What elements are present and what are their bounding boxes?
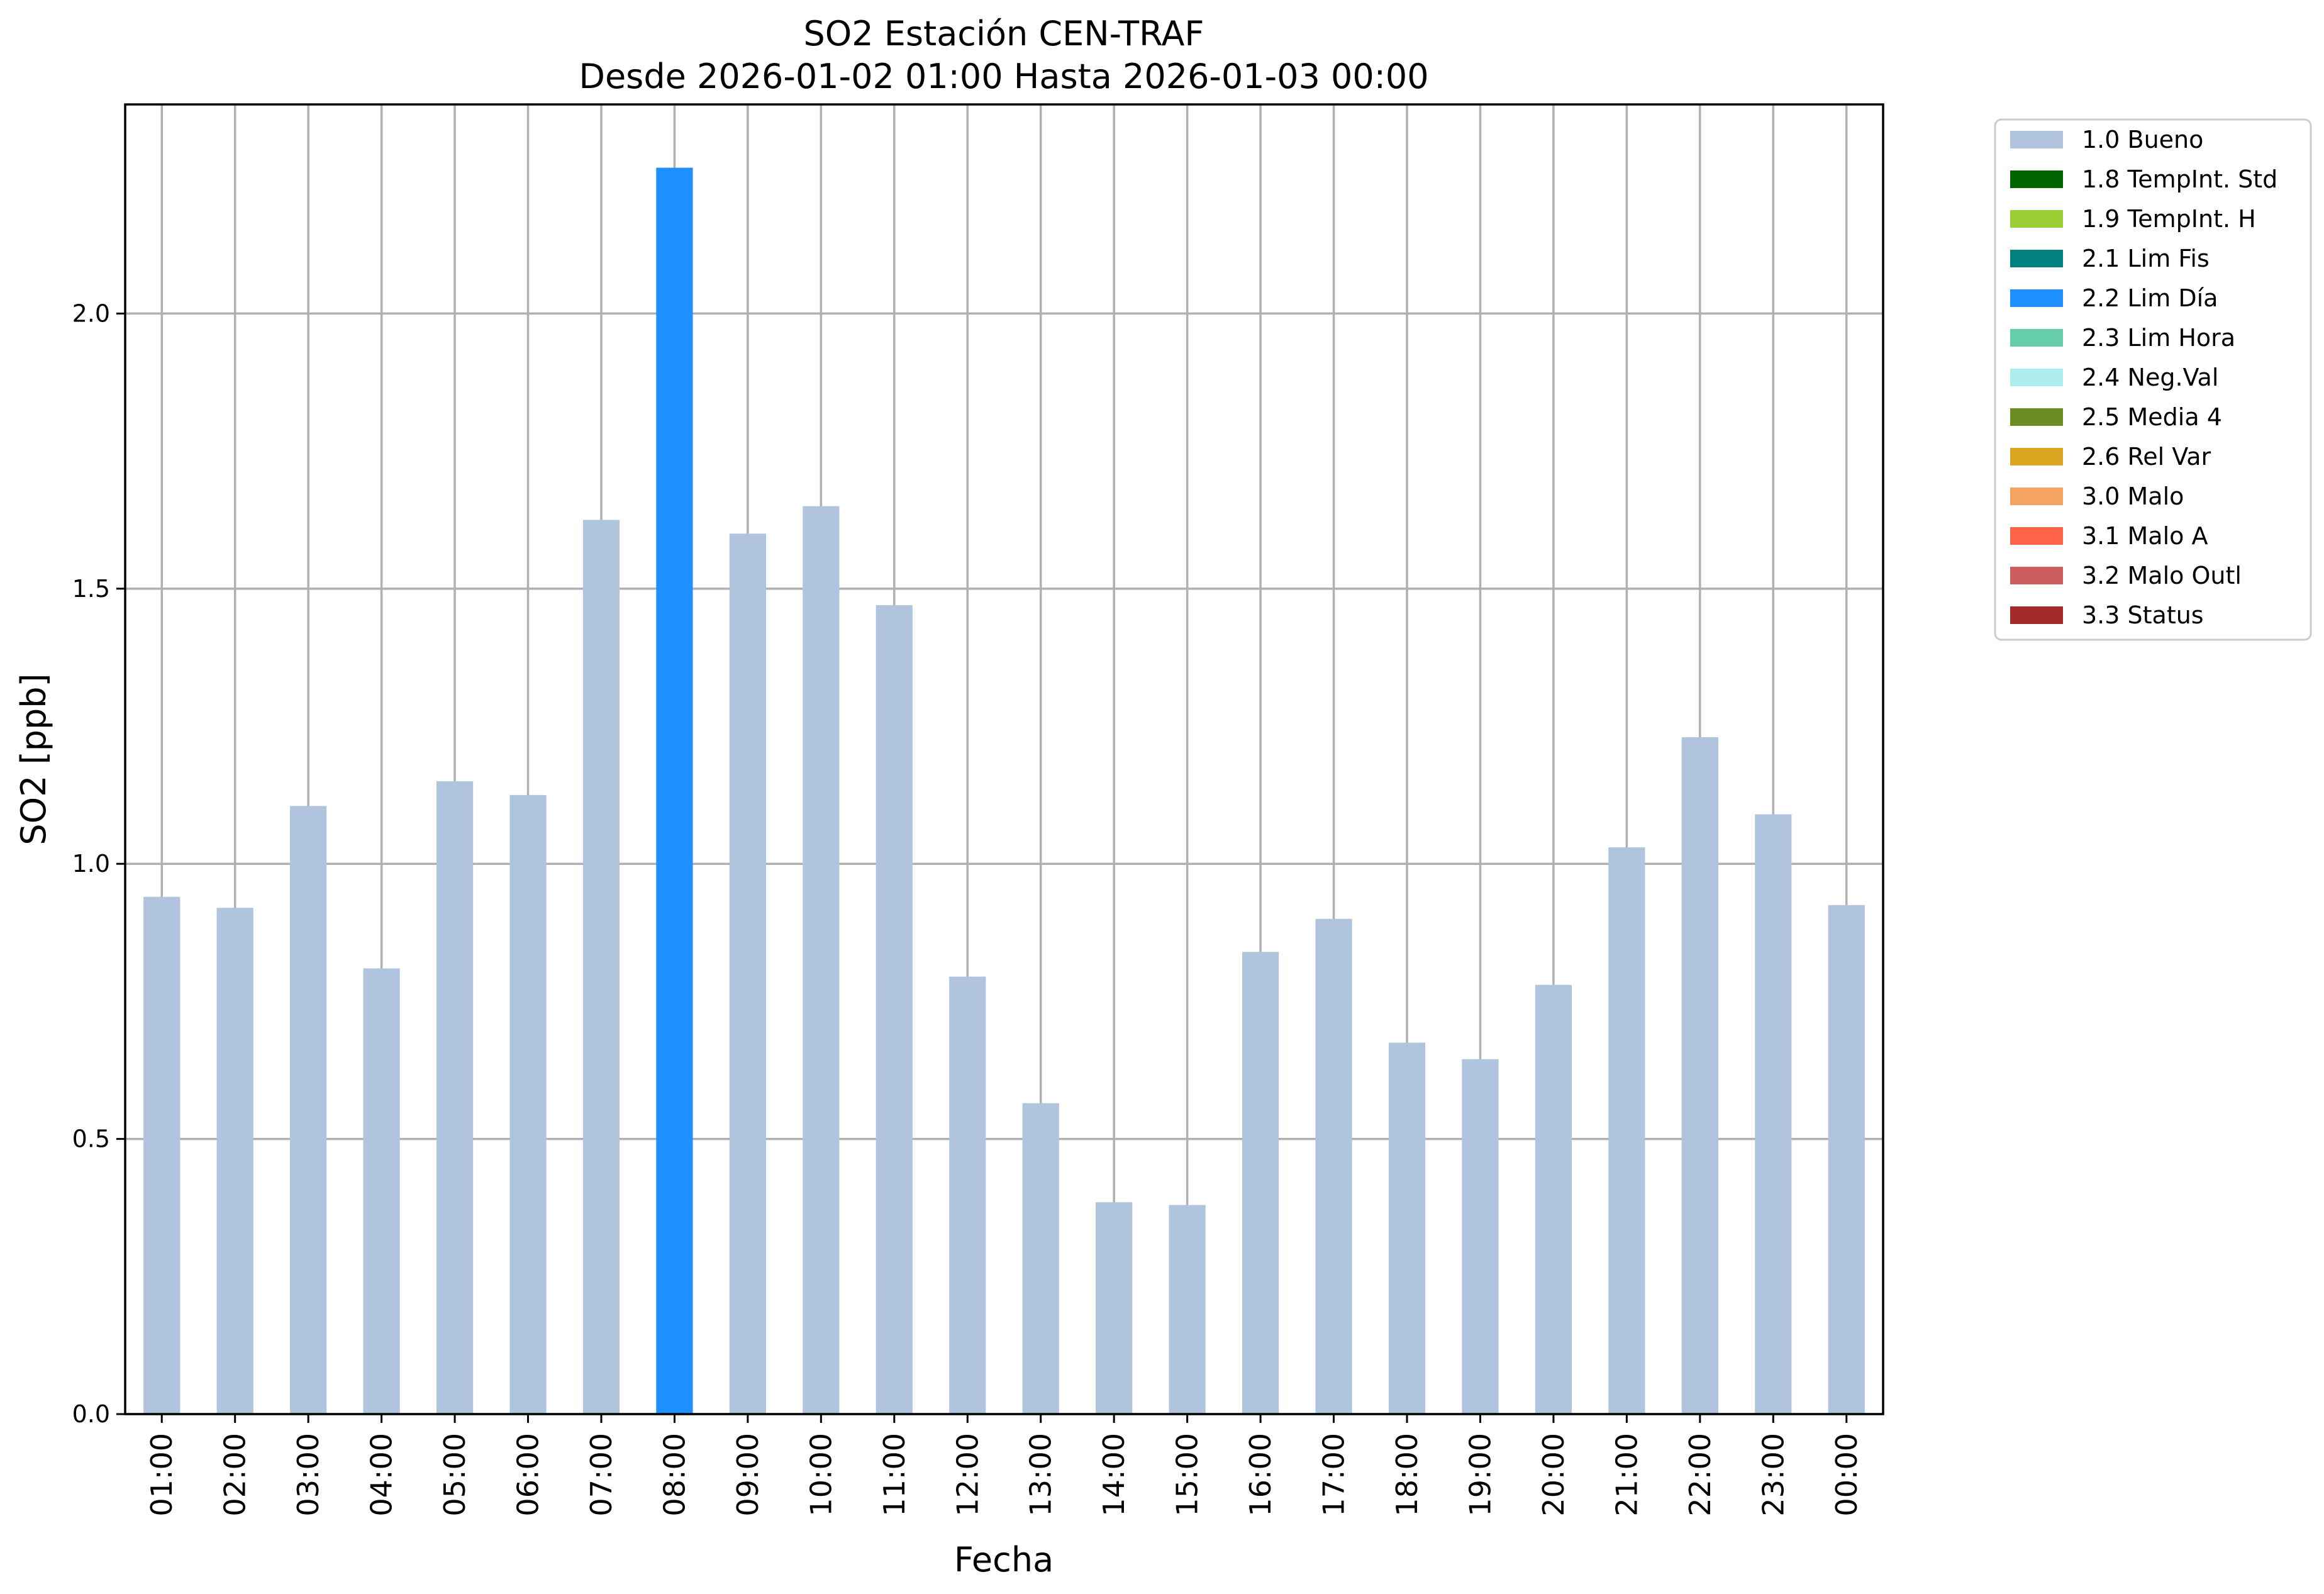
bar xyxy=(1242,952,1279,1414)
x-tick-label: 09:00 xyxy=(731,1433,765,1517)
bar xyxy=(729,533,767,1414)
legend-label: 2.2 Lim Día xyxy=(2082,284,2218,312)
y-axis: 0.0 0.5 1.0 1.5 2.0 xyxy=(72,299,125,1428)
bar xyxy=(1535,984,1572,1414)
bar xyxy=(1681,737,1718,1414)
bar xyxy=(949,976,986,1414)
bar xyxy=(290,806,327,1414)
legend-swatch xyxy=(2010,250,2063,267)
bar xyxy=(1755,814,1792,1414)
legend-label: 2.4 Neg.Val xyxy=(2082,364,2218,391)
legend-label: 2.1 Lim Fis xyxy=(2082,245,2210,272)
legend-label: 1.9 TempInt. H xyxy=(2082,205,2256,233)
legend-swatch xyxy=(2010,170,2063,188)
legend-frame xyxy=(1994,118,2312,641)
x-tick-label: 13:00 xyxy=(1024,1433,1058,1517)
plot-frame xyxy=(124,103,1884,1415)
bar xyxy=(803,506,840,1414)
y-tick-label: 0.5 xyxy=(72,1125,110,1153)
legend-swatch xyxy=(2010,488,2063,505)
x-tick-label: 01:00 xyxy=(145,1433,179,1517)
legend-label: 1.8 TempInt. Std xyxy=(2082,165,2277,193)
x-tick-label: 02:00 xyxy=(218,1433,252,1517)
legend: 1.0 Bueno 1.8 TempInt. Std 1.9 TempInt. H 2… xyxy=(1994,118,2312,641)
legend-label: 3.2 Malo Outl xyxy=(2082,562,2242,589)
x-axis: 01:00 02:00 03:00 04:00 05:00 06:00 07:00 08:00… xyxy=(145,1414,1864,1517)
legend-label: 2.5 Media 4 xyxy=(2082,403,2222,431)
bar xyxy=(876,605,913,1414)
legend-swatch xyxy=(2010,131,2063,148)
bar xyxy=(1462,1059,1499,1414)
legend-swatch xyxy=(2010,408,2063,426)
legend-label: 1.0 Bueno xyxy=(2082,126,2203,153)
bar xyxy=(1828,905,1865,1414)
legend-swatch xyxy=(2010,567,2063,584)
legend-swatch xyxy=(2010,448,2063,465)
legend-swatch xyxy=(2010,527,2063,545)
bar xyxy=(216,908,253,1414)
legend-label: 2.3 Lim Hora xyxy=(2082,324,2235,352)
bar xyxy=(656,167,693,1414)
x-tick-label: 15:00 xyxy=(1170,1433,1204,1517)
x-tick-label: 00:00 xyxy=(1830,1433,1864,1517)
y-tick-label: 2.0 xyxy=(72,299,110,327)
legend-swatch xyxy=(2010,210,2063,228)
bar xyxy=(363,968,400,1414)
x-tick-label: 19:00 xyxy=(1463,1433,1497,1517)
chart-title: SO2 Estación CEN-TRAF xyxy=(803,14,1204,53)
legend-label: 3.1 Malo A xyxy=(2082,522,2208,550)
bar xyxy=(1096,1202,1133,1414)
x-tick-label: 17:00 xyxy=(1317,1433,1351,1517)
chart-subtitle: Desde 2026-01-02 01:00 Hasta 2026-01-03 … xyxy=(579,57,1428,96)
bar xyxy=(1315,918,1352,1414)
bar xyxy=(509,794,547,1414)
bar xyxy=(143,896,181,1414)
legend-swatch xyxy=(2010,289,2063,307)
x-tick-label: 04:00 xyxy=(365,1433,399,1517)
x-tick-label: 21:00 xyxy=(1610,1433,1643,1517)
x-tick-label: 05:00 xyxy=(438,1433,472,1517)
legend-swatch xyxy=(2010,606,2063,624)
x-tick-label: 08:00 xyxy=(657,1433,691,1517)
y-axis-label: SO2 [ppb] xyxy=(14,673,53,845)
x-tick-label: 10:00 xyxy=(804,1433,838,1517)
y-tick-label: 1.5 xyxy=(72,575,110,603)
legend-label: 3.3 Status xyxy=(2082,601,2204,629)
legend-items: 1.0 Bueno 1.8 TempInt. Std 1.9 TempInt. H 2… xyxy=(2010,126,2277,629)
x-tick-label: 12:00 xyxy=(950,1433,984,1517)
bar xyxy=(1169,1205,1206,1414)
legend-label: 2.6 Rel Var xyxy=(2082,443,2211,471)
x-tick-label: 14:00 xyxy=(1097,1433,1131,1517)
x-tick-label: 23:00 xyxy=(1756,1433,1790,1517)
x-axis-label: Fecha xyxy=(954,1540,1054,1580)
y-tick-label: 1.0 xyxy=(72,850,110,878)
x-tick-label: 18:00 xyxy=(1390,1433,1424,1517)
bar xyxy=(1022,1103,1059,1414)
x-tick-label: 20:00 xyxy=(1537,1433,1571,1517)
bar xyxy=(582,520,620,1415)
x-tick-label: 03:00 xyxy=(291,1433,325,1517)
legend-swatch xyxy=(2010,369,2063,386)
y-tick-label: 0.0 xyxy=(72,1400,110,1428)
bar xyxy=(1608,847,1645,1414)
legend-label: 3.0 Malo xyxy=(2082,482,2184,510)
x-tick-label: 16:00 xyxy=(1243,1433,1277,1517)
bars-layer xyxy=(143,167,1865,1415)
x-tick-label: 07:00 xyxy=(584,1433,618,1517)
bar xyxy=(436,781,474,1414)
legend-swatch xyxy=(2010,329,2063,347)
x-tick-label: 11:00 xyxy=(877,1433,911,1517)
x-tick-label: 22:00 xyxy=(1683,1433,1717,1517)
bar xyxy=(1388,1042,1426,1414)
x-tick-label: 06:00 xyxy=(511,1433,545,1517)
